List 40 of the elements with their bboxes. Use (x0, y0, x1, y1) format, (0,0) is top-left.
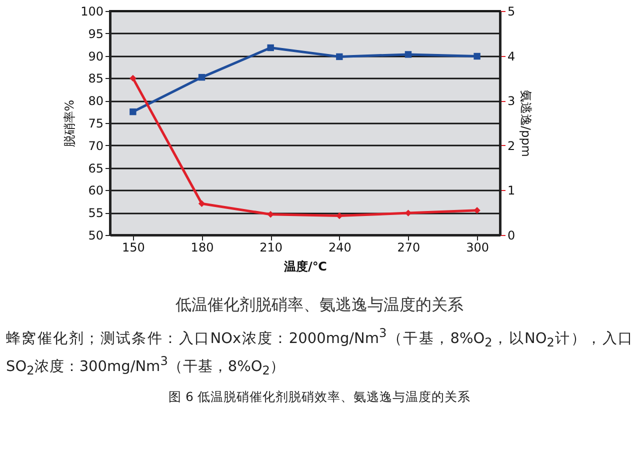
point (404, 51, 412, 58)
y-tick-label: 100 (80, 4, 104, 18)
x-axis-title: 温度/℃ (283, 260, 327, 274)
point (474, 207, 480, 214)
y2-tick-label: 0 (508, 228, 516, 242)
y-tick-label: 85 (88, 72, 104, 86)
y-tick-label: 95 (88, 26, 104, 41)
point (198, 200, 206, 207)
x-tick-label: 150 (122, 240, 145, 254)
point (130, 74, 136, 82)
x-tick-label: 180 (190, 240, 214, 254)
point (267, 44, 274, 52)
y2-tick-label: 3 (508, 94, 516, 108)
point (130, 108, 136, 116)
text: 蜂窝催化剂；测试条件：入口NOx浓度：2000mg/Nm$^{3}$（干基，8%O$_{2}$，以NO$_{2}$计），入口SO$_{2}$浓度：300mg/Nm$^{3}$（干基，8%O$_{2}$） (6, 326, 634, 378)
x-tick-label: 300 (466, 240, 490, 254)
x-tick-label: 210 (260, 240, 283, 254)
point (336, 212, 343, 220)
y-axis-title: 脱硝率% (62, 100, 77, 148)
point (198, 74, 206, 81)
y-tick-label: 80 (88, 94, 104, 108)
y-tick-label: 90 (88, 49, 104, 64)
point (474, 52, 480, 60)
y2-tick-label: 1 (508, 184, 516, 198)
y-tick-label: 50 (88, 228, 104, 242)
y-tick-label: 60 (88, 184, 104, 198)
y-tick-label: 55 (88, 206, 104, 220)
y-tick-label: 75 (88, 116, 104, 130)
x-tick-label: 240 (328, 240, 352, 254)
y2-axis-title: 氨逃逸/ppm (519, 90, 534, 157)
point (336, 53, 343, 60)
y2-tick-label: 2 (508, 138, 516, 153)
y2-tick-label: 5 (508, 4, 516, 18)
y-tick-label: 70 (88, 138, 104, 153)
y-tick-label: 65 (88, 161, 104, 176)
text: 低温催化剂脱硝率、氨逃逸与温度的关系 (174, 295, 464, 316)
caption: 图 6 低温脱硝催化剂脱硝效率、氨逃逸与温度的关系 (168, 388, 472, 406)
point (267, 211, 274, 218)
x-tick-label: 270 (397, 240, 420, 254)
y2-tick-label: 4 (508, 49, 516, 64)
